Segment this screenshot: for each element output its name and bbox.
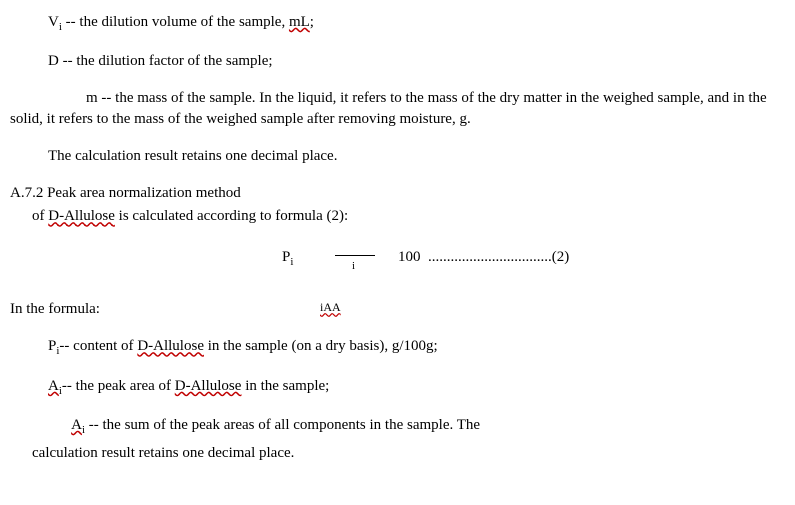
- sep-vi: --: [62, 14, 80, 30]
- intro-b: D-Allulose: [48, 208, 115, 224]
- formula-2: Pi i 100 ...............................…: [10, 243, 785, 283]
- text-m: the mass of the sample. In the liquid, i…: [10, 90, 767, 127]
- sum-sep: --: [89, 417, 103, 433]
- section-heading: A.7.2 Peak area normalization method: [10, 183, 785, 204]
- text-ai-c: in the sample;: [241, 378, 329, 394]
- text-pi-b: D-Allulose: [137, 338, 204, 354]
- formula-eq-num: .................................(2): [428, 247, 569, 268]
- sep-ai: --: [62, 378, 76, 394]
- def-sum-ai: Ai -- the sum of the peak areas of all c…: [10, 415, 785, 438]
- formula-100: 100: [398, 247, 421, 268]
- document-page: Vi -- the dilution volume of the sample,…: [0, 0, 795, 474]
- def-ai: Ai-- the peak area of D-Allulose in the …: [10, 376, 785, 399]
- def-d: D -- the dilution factor of the sample;: [10, 51, 785, 72]
- in-formula-text: In the formula:: [10, 299, 100, 320]
- sep-d: --: [59, 53, 77, 69]
- sep-pi: --: [59, 338, 73, 354]
- text-vi-ml: mL: [289, 14, 310, 30]
- def-m: m -- the mass of the sample. In the liqu…: [10, 88, 785, 130]
- fraction-bar: [335, 255, 375, 256]
- aa-block: iAA: [320, 299, 341, 316]
- def-vi: Vi -- the dilution volume of the sample,…: [10, 12, 785, 35]
- aa-text: iAA: [320, 300, 341, 314]
- formula-pi: Pi: [282, 247, 293, 270]
- sym-vi-v: V: [48, 14, 59, 30]
- intro-c: is calculated according to formula (2):: [115, 208, 348, 224]
- section-heading-text: A.7.2 Peak area normalization method: [10, 185, 241, 201]
- text-vi-c: ;: [310, 14, 314, 30]
- in-formula-line: In the formula: iAA: [10, 299, 785, 320]
- formula-eqnum-text: .(2): [548, 249, 569, 265]
- def-pi: Pi-- content of D-Allulose in the sample…: [10, 336, 785, 359]
- text-vi-a: the dilution volume of the sample,: [79, 14, 289, 30]
- sum-text: the sum of the peak areas of all compone…: [103, 417, 481, 433]
- calc-note-1: The calculation result retains one decim…: [10, 146, 785, 167]
- formula-dots: ................................: [428, 249, 548, 265]
- sum-ai-sub: i: [82, 424, 85, 436]
- text-pi-a: content of: [73, 338, 137, 354]
- sum-ai-a: A: [71, 417, 82, 433]
- formula-pi-sub: i: [290, 256, 293, 268]
- section-intro: of D-Allulose is calculated according to…: [10, 206, 785, 227]
- sym-d: D: [48, 53, 59, 69]
- text-pi-c: in the sample (on a dry basis), g/100g;: [204, 338, 438, 354]
- fraction-denom: i: [352, 259, 355, 274]
- text-ai-b: D-Allulose: [175, 378, 242, 394]
- intro-a: of: [32, 208, 48, 224]
- text-d: the dilution factor of the sample;: [76, 53, 272, 69]
- text-ai-a: the peak area of: [76, 378, 175, 394]
- sum-ai-sym-wrap: Ai: [10, 415, 85, 438]
- sym-ai-a: A: [48, 378, 59, 394]
- calc-note-2-text: calculation result retains one decimal p…: [32, 445, 294, 461]
- sep-m: --: [98, 90, 116, 106]
- calc-note-1-text: The calculation result retains one decim…: [48, 148, 337, 164]
- sum-ai-text-wrap: -- the sum of the peak areas of all comp…: [89, 415, 480, 436]
- calc-note-2: calculation result retains one decimal p…: [10, 443, 785, 464]
- sym-m: m: [48, 90, 98, 106]
